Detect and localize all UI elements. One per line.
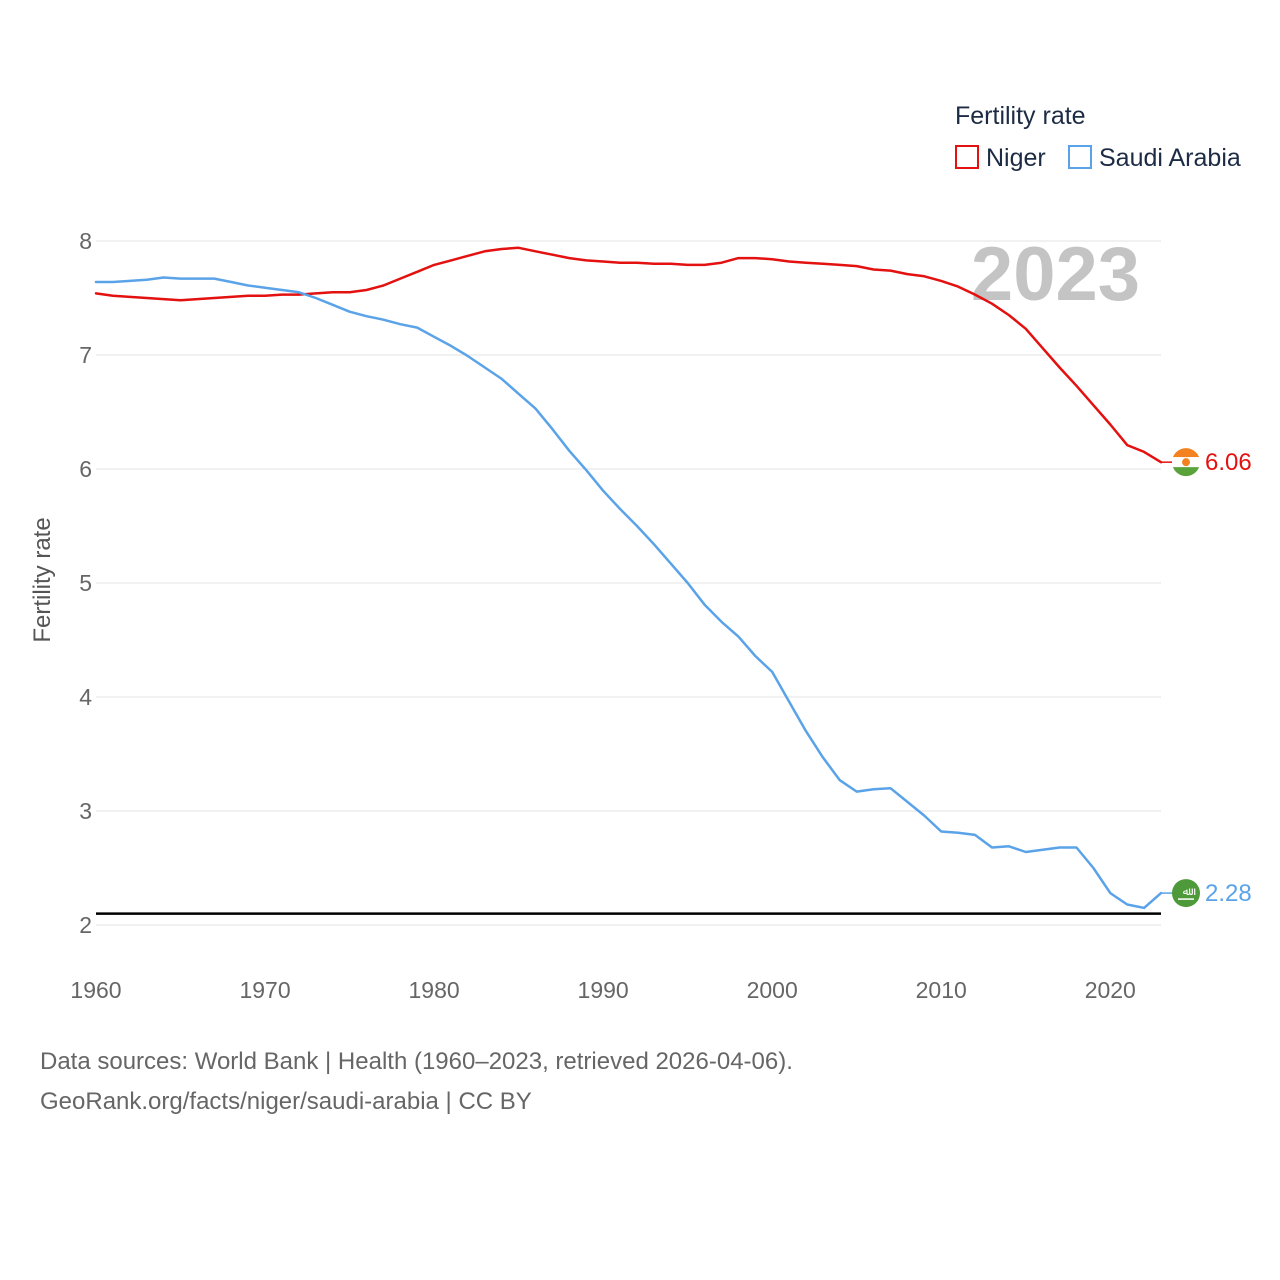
y-axis-title: Fertility rate	[29, 517, 56, 642]
legend-label-niger: Niger	[986, 144, 1046, 172]
y-tick-label: 4	[79, 684, 92, 710]
x-tick-label: 1990	[578, 977, 629, 1003]
grid-lines	[96, 240, 1161, 926]
x-tick-label: 2020	[1085, 977, 1136, 1003]
legend-swatch-saudi-arabia	[1068, 145, 1092, 169]
legend-item-niger[interactable]: Niger	[955, 144, 1046, 172]
series-lines	[94, 246, 1163, 910]
saudi-end-marker: ﷲ 2.28	[1161, 879, 1252, 908]
legend-title: Fertility rate	[955, 102, 1086, 130]
y-tick-label: 2	[79, 912, 92, 938]
legend-label-saudi-arabia: Saudi Arabia	[1099, 144, 1241, 172]
y-tick-label: 6	[79, 456, 92, 482]
legend-swatch-niger	[955, 145, 979, 169]
source-line-1: Data sources: World Bank | Health (1960–…	[40, 1048, 793, 1075]
source-line-2[interactable]: GeoRank.org/facts/niger/saudi-arabia | C…	[40, 1088, 532, 1115]
niger-end-marker: 6.06	[1161, 448, 1252, 477]
y-tick-label: 5	[79, 570, 92, 596]
saudi-end-value: 2.28	[1205, 880, 1252, 907]
x-tick-label: 1980	[409, 977, 460, 1003]
legend: Fertility rate Niger Saudi Arabia	[955, 102, 1241, 172]
x-tick-label: 1960	[70, 977, 121, 1003]
source-note: Data sources: World Bank | Health (1960–…	[40, 1042, 793, 1122]
y-tick-label: 3	[79, 798, 92, 824]
x-tick-label: 2010	[916, 977, 967, 1003]
x-tick-label: 2000	[747, 977, 798, 1003]
saudi-arabia-flag-icon: ﷲ	[1172, 879, 1200, 908]
year-watermark: 2023	[971, 232, 1140, 317]
y-tick-label: 7	[79, 342, 92, 368]
x-tick-label: 1970	[239, 977, 290, 1003]
x-axis-ticks: 1960 1970 1980 1990 2000 2010 2020	[70, 977, 1135, 1003]
niger-flag-icon	[1172, 448, 1200, 477]
y-tick-label: 8	[79, 228, 92, 254]
legend-item-saudi-arabia[interactable]: Saudi Arabia	[1068, 144, 1241, 172]
series-line-saudi-arabia	[94, 276, 1163, 910]
niger-end-value: 6.06	[1205, 449, 1252, 476]
series-line-niger	[94, 246, 1163, 464]
y-axis-ticks: 2 3 4 5 6 7 8	[79, 228, 92, 938]
